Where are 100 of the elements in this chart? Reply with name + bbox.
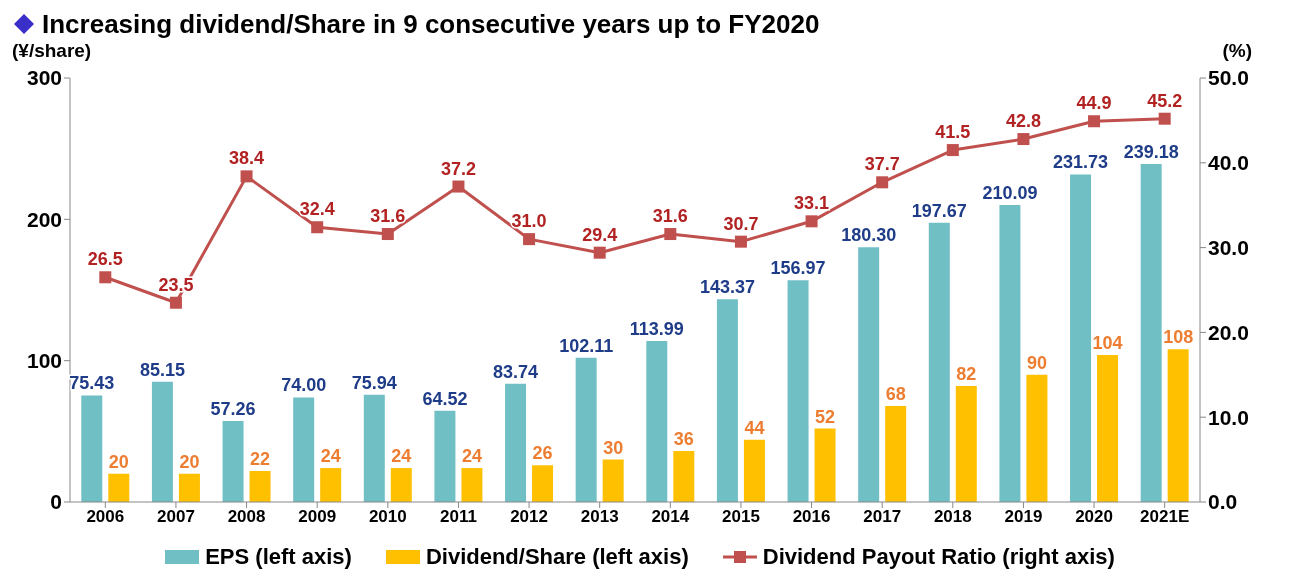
data-label: 104 <box>1092 333 1123 354</box>
x-tick-label: 2013 <box>580 507 619 527</box>
data-label: 90 <box>1026 352 1047 373</box>
data-label: 113.99 <box>629 318 684 339</box>
bar <box>858 247 880 502</box>
point <box>805 215 818 228</box>
y2-tick-label: 40.0 <box>1208 151 1249 175</box>
bar <box>646 340 668 502</box>
x-tick-label: 2010 <box>368 507 407 527</box>
data-label: 20 <box>179 451 200 472</box>
bar <box>1070 174 1092 502</box>
x-tick-label: 2018 <box>933 507 972 527</box>
data-label: 36 <box>673 429 694 450</box>
bar <box>249 470 271 502</box>
data-label: 37.2 <box>440 158 476 179</box>
data-label: 20 <box>108 451 129 472</box>
data-label: 231.73 <box>1053 152 1109 173</box>
data-label: 31.6 <box>652 206 688 227</box>
bar <box>999 205 1021 502</box>
data-label: 32.4 <box>299 199 335 220</box>
x-tick-label: 2014 <box>651 507 690 527</box>
bar <box>108 473 130 502</box>
bar <box>178 473 200 502</box>
point <box>593 246 606 259</box>
data-label: 85.15 <box>139 359 185 380</box>
data-label: 156.97 <box>770 258 826 279</box>
bar <box>1140 163 1162 502</box>
data-label: 52 <box>815 406 836 427</box>
x-tick-label: 2009 <box>298 507 337 527</box>
legend-label: Dividend Payout Ratio (right axis) <box>761 544 1115 570</box>
data-label: 29.4 <box>582 224 618 245</box>
y2-tick-label: 30.0 <box>1208 236 1249 260</box>
bar <box>461 468 483 502</box>
data-label: 68 <box>885 383 906 404</box>
data-label: 180.30 <box>841 225 897 246</box>
data-label: 42.8 <box>1005 111 1041 132</box>
bar <box>532 465 554 502</box>
y2-axis-title: (%) <box>1222 40 1252 63</box>
data-label: 74.00 <box>281 375 327 396</box>
data-label: 44.9 <box>1076 93 1112 114</box>
data-label: 64.52 <box>422 388 468 409</box>
data-label: 143.37 <box>699 277 755 298</box>
bar <box>787 280 809 502</box>
data-label: 239.18 <box>1123 141 1179 162</box>
bar <box>1097 355 1119 502</box>
data-label: 45.2 <box>1147 90 1183 111</box>
legend-label: EPS (left axis) <box>204 544 352 570</box>
data-label: 57.26 <box>210 399 256 420</box>
data-label: 26 <box>532 443 553 464</box>
bar <box>602 459 624 502</box>
x-tick-label: 2019 <box>1004 507 1043 527</box>
data-label: 83.74 <box>493 361 539 382</box>
data-label: 82 <box>956 364 977 385</box>
bar <box>363 394 385 502</box>
bar <box>885 405 907 502</box>
y-axis-title: (¥/share) <box>12 40 92 63</box>
point <box>311 221 324 234</box>
point <box>452 180 465 193</box>
data-label: 75.43 <box>69 373 115 394</box>
data-label: 22 <box>250 448 271 469</box>
y2-tick-label: 10.0 <box>1208 405 1249 429</box>
y2-tick-label: 0.0 <box>1208 490 1238 514</box>
bar <box>814 428 836 502</box>
y-tick-label: 100 <box>26 349 62 373</box>
bar <box>673 451 695 502</box>
data-label: 102.11 <box>559 335 614 356</box>
data-label: 41.5 <box>935 122 971 143</box>
data-label: 38.4 <box>229 148 265 169</box>
bar <box>928 222 950 502</box>
bar <box>955 386 977 502</box>
bar <box>151 381 173 502</box>
data-label: 37.7 <box>864 154 900 175</box>
x-tick-label: 2011 <box>439 507 477 527</box>
bar <box>222 421 244 502</box>
point <box>734 235 747 248</box>
bar <box>575 357 597 502</box>
bar <box>434 410 456 502</box>
x-tick-label: 2012 <box>510 507 548 527</box>
x-tick-label: 2016 <box>792 507 831 527</box>
point <box>240 170 253 183</box>
data-label: 75.94 <box>351 372 397 393</box>
bar <box>1026 374 1048 502</box>
y-tick-label: 200 <box>26 207 62 231</box>
data-label: 108 <box>1163 327 1194 348</box>
data-label: 33.1 <box>794 193 830 214</box>
bar <box>320 468 342 502</box>
legend-label: Dividend/Share (left axis) <box>424 544 689 570</box>
point <box>1088 115 1101 128</box>
point <box>169 296 182 309</box>
point <box>381 228 394 241</box>
bar <box>81 395 103 502</box>
data-label: 30 <box>603 437 624 458</box>
data-label: 210.09 <box>982 183 1038 204</box>
data-label: 24 <box>320 446 341 467</box>
x-tick-label: 2006 <box>86 507 125 527</box>
point <box>523 233 536 246</box>
x-tick-label: 2021E <box>1140 507 1190 527</box>
bar <box>716 299 738 502</box>
data-label: 31.6 <box>370 206 406 227</box>
data-label: 24 <box>391 446 412 467</box>
